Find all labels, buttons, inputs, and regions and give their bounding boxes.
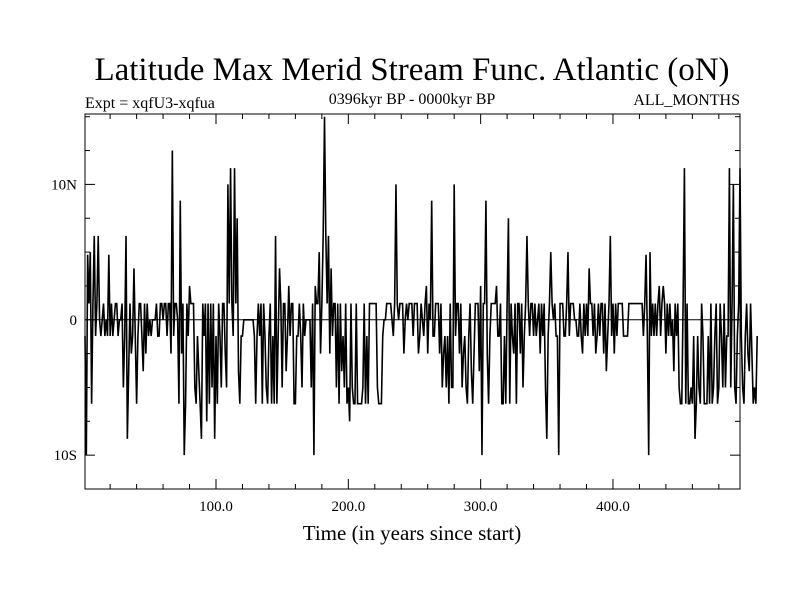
plot-frame [84, 113, 741, 490]
x-axis-label: Time (in years since start) [303, 521, 522, 545]
axis-ticks [85, 114, 740, 490]
months-label: ALL_MONTHS [633, 92, 740, 109]
series-line [84, 116, 758, 456]
axis-tick-labels: 100.0 200.0 300.0 400.0 10N 0 10S [51, 177, 630, 515]
x-tick-label: 400.0 [596, 499, 630, 515]
x-tick-label: 300.0 [464, 499, 498, 515]
experiment-label: Expt = xqfU3-xqfua [85, 95, 215, 112]
y-tick-label: 10S [54, 448, 77, 464]
x-tick-label: 200.0 [331, 499, 365, 515]
chart-title: Latitude Max Merid Stream Func. Atlantic… [94, 52, 729, 88]
x-tick-label: 100.0 [199, 499, 233, 515]
y-tick-label: 10N [51, 177, 77, 193]
time-range-label: 0396kyr BP - 0000kyr BP [329, 91, 496, 108]
y-tick-label: 0 [70, 313, 78, 329]
